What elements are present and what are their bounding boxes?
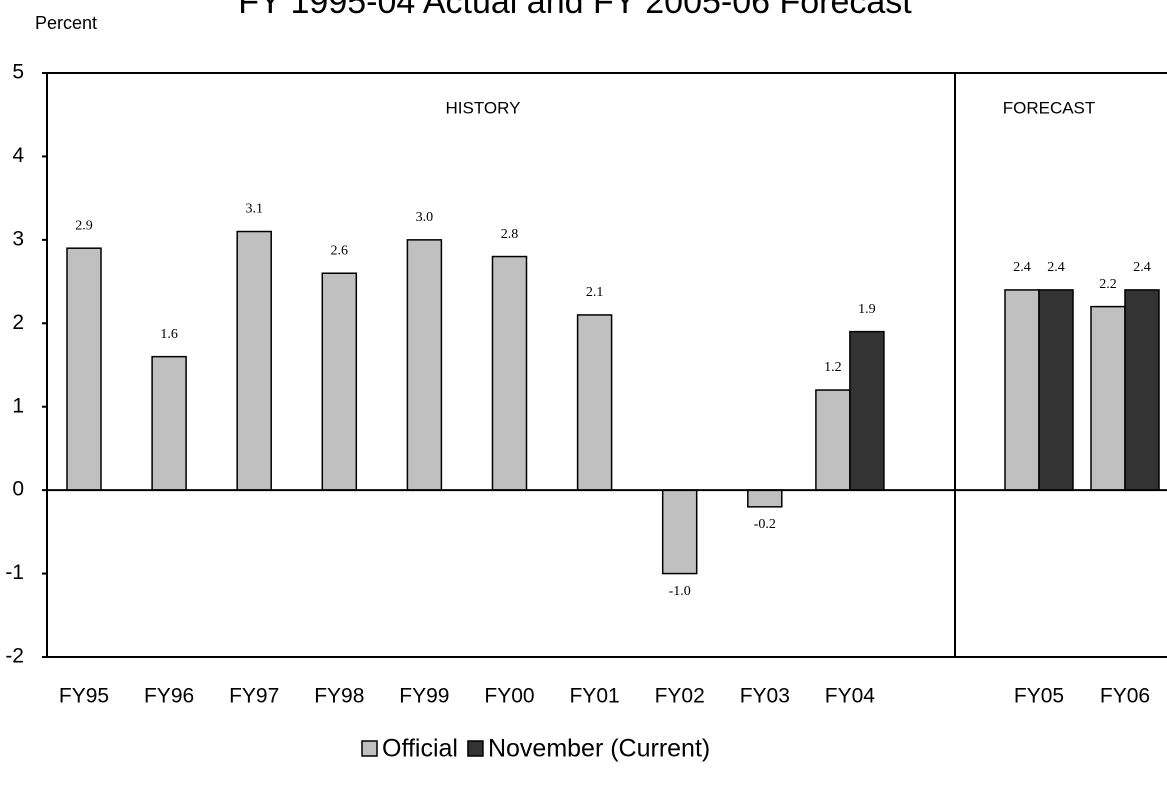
x-tick-label: FY03: [740, 685, 790, 708]
bar: [151, 355, 187, 491]
x-tick-label: FY98: [314, 685, 364, 708]
x-tick-label: FY01: [569, 685, 619, 708]
value-label: 2.4: [1133, 260, 1151, 275]
bar: [321, 272, 358, 491]
y-tick-label: 1: [12, 394, 24, 417]
value-label: -1.0: [669, 584, 691, 599]
y-tick-label: 0: [12, 478, 24, 501]
y-tick-label: -1: [5, 561, 24, 584]
x-tick-label: FY04: [825, 685, 876, 708]
bar: [1038, 289, 1074, 491]
section-label: HISTORY: [446, 98, 521, 117]
x-tick-label: FY95: [59, 685, 109, 708]
y-tick-label: 2: [12, 311, 24, 334]
bar: [661, 489, 698, 575]
bar: [1090, 305, 1126, 491]
value-label: 2.6: [331, 243, 349, 258]
x-tick-label: FY05: [1014, 685, 1064, 708]
x-tick-label: FY06: [1100, 685, 1150, 708]
value-label: -0.2: [754, 517, 776, 532]
y-tick-label: -2: [5, 645, 24, 668]
value-label: 2.4: [1047, 260, 1065, 275]
x-tick-label: FY00: [484, 685, 534, 708]
legend-swatch: [467, 740, 484, 757]
value-label: 2.1: [586, 285, 604, 300]
y-axis-label: Percent: [35, 13, 97, 33]
value-label: 2.8: [501, 227, 519, 242]
value-label: 3.0: [416, 210, 434, 225]
chart-title: FY 1995-04 Actual and FY 2005-06 Forecas…: [238, 0, 912, 21]
plot-area: [66, 230, 1160, 575]
x-tick-label: FY02: [655, 685, 705, 708]
legend-swatch: [361, 740, 378, 757]
y-tick-label: 3: [12, 227, 24, 250]
value-label: 3.1: [245, 202, 263, 217]
value-label: 1.9: [858, 302, 876, 317]
section-label: FORECAST: [1003, 98, 1096, 117]
bar: [576, 314, 613, 491]
value-label: 2.9: [75, 218, 93, 233]
bar: [815, 389, 851, 491]
bar: [849, 330, 885, 491]
bar: [491, 255, 528, 491]
bar: [1124, 289, 1160, 491]
bar: [66, 247, 102, 491]
value-label: 1.2: [824, 360, 842, 375]
legend-label: Official: [382, 735, 458, 763]
bar: [747, 489, 783, 508]
bar: [1004, 289, 1040, 491]
value-label: 2.4: [1013, 260, 1031, 275]
y-tick-label: 4: [12, 144, 24, 167]
x-tick-label: FY99: [399, 685, 449, 708]
bar: [406, 239, 443, 491]
legend-label: November (Current): [488, 735, 710, 763]
bar: [236, 230, 272, 491]
x-tick-label: FY96: [144, 685, 194, 708]
value-label: 2.2: [1099, 277, 1117, 292]
y-tick-label: 5: [12, 61, 24, 84]
value-label: 1.6: [160, 327, 178, 342]
x-tick-label: FY97: [229, 685, 279, 708]
legend: Official November (Current): [361, 735, 710, 763]
